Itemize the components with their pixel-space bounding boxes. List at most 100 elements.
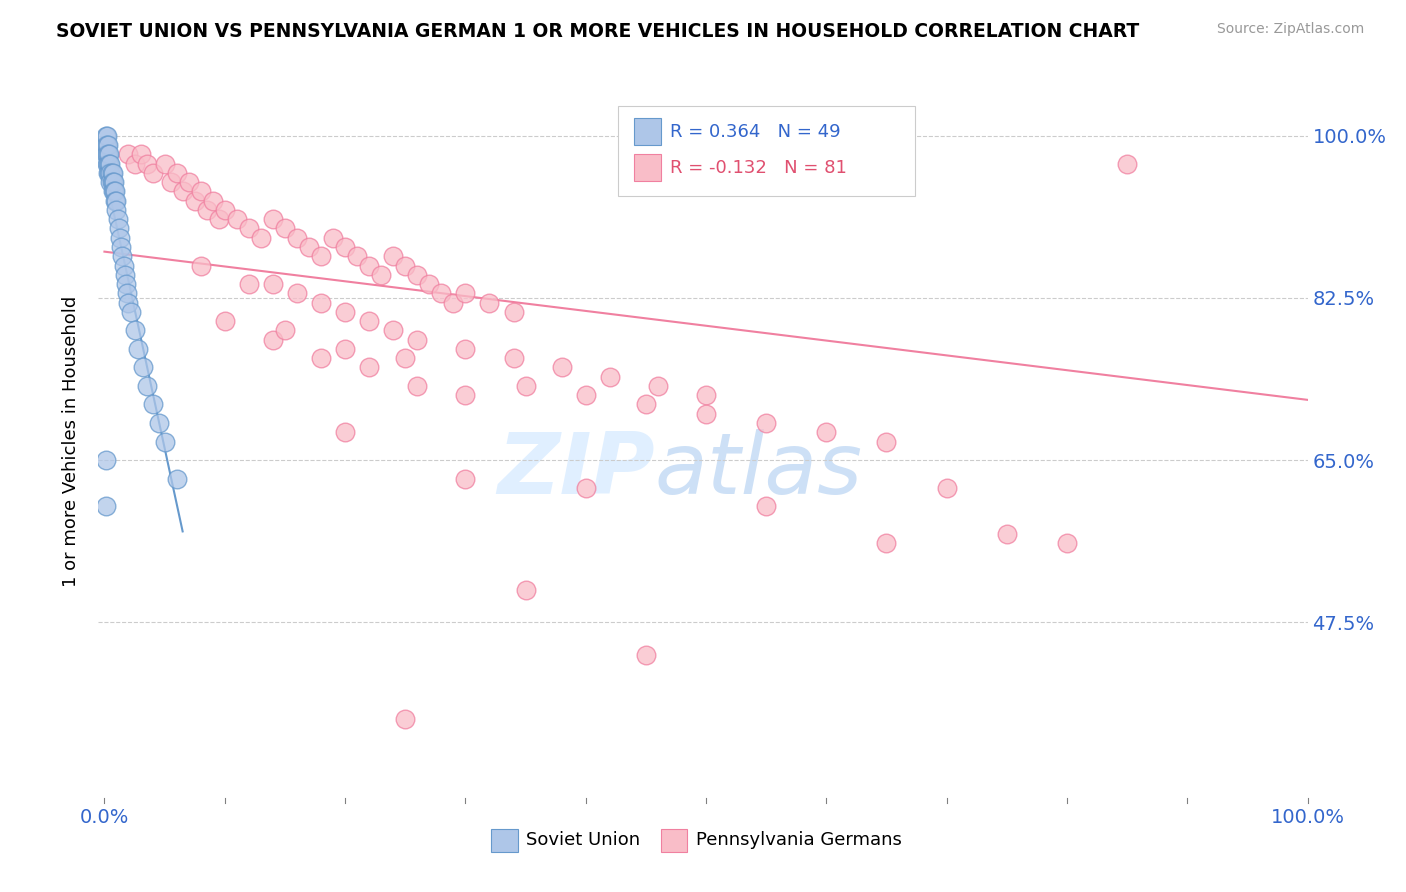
- Point: [190, 185, 212, 199]
- Point: [101, 175, 124, 189]
- Point: [478, 295, 501, 310]
- Point: [370, 268, 392, 282]
- Point: [120, 305, 142, 319]
- Point: [214, 202, 236, 217]
- Point: [97, 147, 120, 161]
- Point: [285, 231, 308, 245]
- Point: [1116, 156, 1139, 170]
- Text: SOVIET UNION VS PENNSYLVANIA GERMAN 1 OR MORE VEHICLES IN HOUSEHOLD CORRELATION : SOVIET UNION VS PENNSYLVANIA GERMAN 1 OR…: [56, 22, 1139, 41]
- Text: Pennsylvania Germans: Pennsylvania Germans: [696, 831, 901, 849]
- Point: [298, 240, 321, 254]
- Point: [103, 175, 125, 189]
- Point: [166, 166, 188, 180]
- Point: [995, 527, 1018, 541]
- Point: [406, 379, 429, 393]
- Text: Source: ZipAtlas.com: Source: ZipAtlas.com: [1216, 22, 1364, 37]
- Point: [94, 500, 117, 514]
- Point: [274, 323, 297, 337]
- Point: [129, 147, 152, 161]
- Point: [142, 397, 165, 411]
- Point: [101, 185, 124, 199]
- Point: [127, 342, 149, 356]
- Point: [225, 212, 247, 227]
- Point: [285, 286, 308, 301]
- Text: ZIP: ZIP: [496, 429, 655, 512]
- Point: [98, 147, 121, 161]
- Point: [309, 295, 332, 310]
- Point: [135, 156, 157, 170]
- FancyBboxPatch shape: [634, 118, 661, 145]
- Point: [153, 434, 176, 449]
- Point: [100, 166, 122, 180]
- Point: [104, 185, 127, 199]
- Point: [755, 500, 778, 514]
- Point: [124, 323, 146, 337]
- FancyBboxPatch shape: [619, 105, 915, 196]
- Point: [117, 147, 139, 161]
- Point: [115, 277, 138, 291]
- Point: [96, 128, 118, 143]
- Point: [333, 342, 356, 356]
- Point: [394, 351, 416, 366]
- Point: [406, 333, 429, 347]
- Point: [97, 166, 120, 180]
- Text: atlas: atlas: [655, 429, 863, 512]
- FancyBboxPatch shape: [634, 154, 661, 181]
- Point: [454, 286, 477, 301]
- Point: [94, 453, 117, 467]
- Point: [575, 481, 598, 495]
- Point: [406, 268, 429, 282]
- Point: [695, 388, 717, 402]
- Point: [454, 342, 477, 356]
- Point: [114, 268, 136, 282]
- Point: [153, 156, 176, 170]
- Point: [172, 185, 194, 199]
- Point: [166, 472, 188, 486]
- Point: [124, 156, 146, 170]
- Point: [195, 202, 218, 217]
- Point: [100, 166, 122, 180]
- Point: [117, 295, 139, 310]
- Point: [634, 648, 657, 662]
- Point: [105, 202, 128, 217]
- Point: [262, 212, 284, 227]
- Point: [502, 351, 524, 366]
- Point: [148, 416, 170, 430]
- Point: [322, 231, 344, 245]
- Point: [112, 259, 135, 273]
- Point: [394, 259, 416, 273]
- Point: [262, 333, 284, 347]
- Point: [104, 194, 127, 208]
- Point: [98, 166, 121, 180]
- Point: [274, 221, 297, 235]
- Point: [100, 175, 122, 189]
- Point: [238, 277, 260, 291]
- Point: [333, 305, 356, 319]
- Point: [515, 379, 537, 393]
- Point: [359, 259, 381, 273]
- Point: [101, 166, 124, 180]
- Point: [935, 481, 957, 495]
- Point: [430, 286, 453, 301]
- Point: [105, 194, 128, 208]
- Point: [1056, 536, 1078, 550]
- Point: [647, 379, 669, 393]
- Point: [201, 194, 224, 208]
- Point: [550, 360, 572, 375]
- Point: [875, 536, 897, 550]
- Point: [94, 128, 117, 143]
- Point: [634, 397, 657, 411]
- Point: [97, 138, 120, 153]
- Point: [159, 175, 181, 189]
- Point: [111, 249, 134, 263]
- Point: [100, 175, 122, 189]
- Y-axis label: 1 or more Vehicles in Household: 1 or more Vehicles in Household: [62, 296, 80, 587]
- Point: [309, 249, 332, 263]
- Point: [441, 295, 464, 310]
- Point: [333, 425, 356, 440]
- Point: [97, 156, 120, 170]
- Point: [100, 156, 122, 170]
- Point: [98, 156, 121, 170]
- Point: [238, 221, 260, 235]
- Point: [599, 369, 621, 384]
